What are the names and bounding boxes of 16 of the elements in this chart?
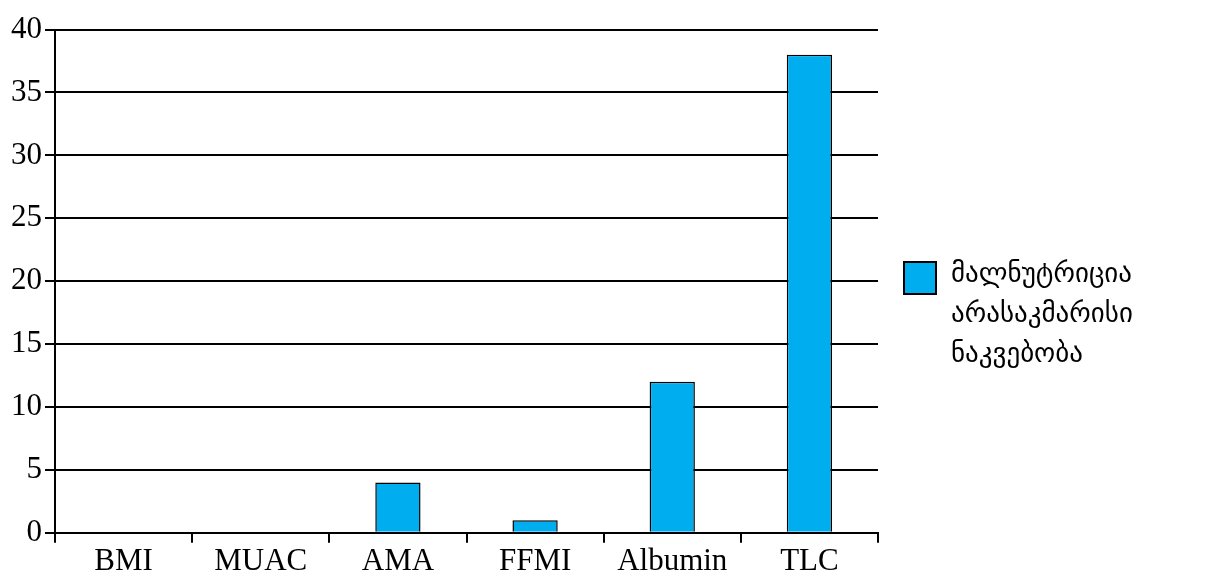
x-tick-label: BMI [94,541,153,577]
y-tick-label: 15 [11,324,42,360]
y-tick-label: 20 [11,261,42,297]
y-tick-label: 25 [11,198,42,234]
x-tick-label: MUAC [214,541,308,577]
y-tick-label: 5 [26,450,42,486]
x-tick-label: FFMI [498,541,572,577]
x-tick-label: Albumin [617,541,728,577]
y-tick-label: 10 [11,387,42,423]
x-tick-label: AMA [361,541,435,577]
y-tick-label: 30 [11,135,42,171]
legend-label: მალნუტრიცია არასაკმარისი ნაკვებობა [951,256,1134,370]
y-tick-label: 35 [11,72,42,108]
y-tick-label: 40 [11,9,42,45]
y-tick-label: 0 [26,512,42,548]
x-tick-label: TLC [780,541,839,577]
